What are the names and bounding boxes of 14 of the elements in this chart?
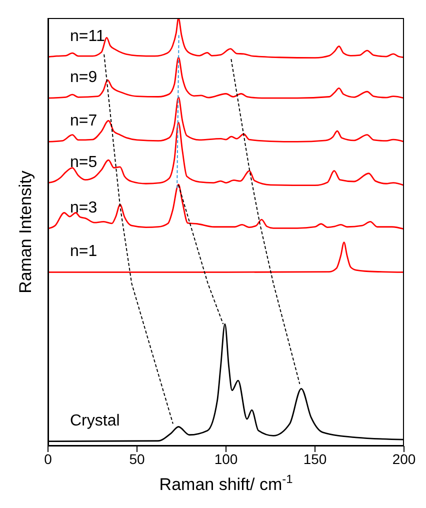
x-tick-label: 200 [392, 450, 416, 467]
x-tick-label: 0 [44, 450, 52, 467]
series-label: n=11 [70, 28, 105, 45]
x-tick-label: 50 [129, 450, 145, 467]
series-label: n=7 [70, 112, 98, 130]
series-label: n=9 [70, 69, 98, 86]
series-label: n=1 [70, 243, 98, 260]
x-tick-label: 100 [214, 450, 238, 467]
series-label: Crystal [70, 412, 120, 430]
series-label: n=3 [70, 200, 98, 217]
series-label: n=5 [70, 154, 98, 171]
x-tick-label: 150 [303, 450, 327, 467]
x-axis-title: Raman shift/ cm$^{-1}$ [159, 472, 294, 494]
y-axis-title: Raman Intensity [16, 170, 36, 294]
